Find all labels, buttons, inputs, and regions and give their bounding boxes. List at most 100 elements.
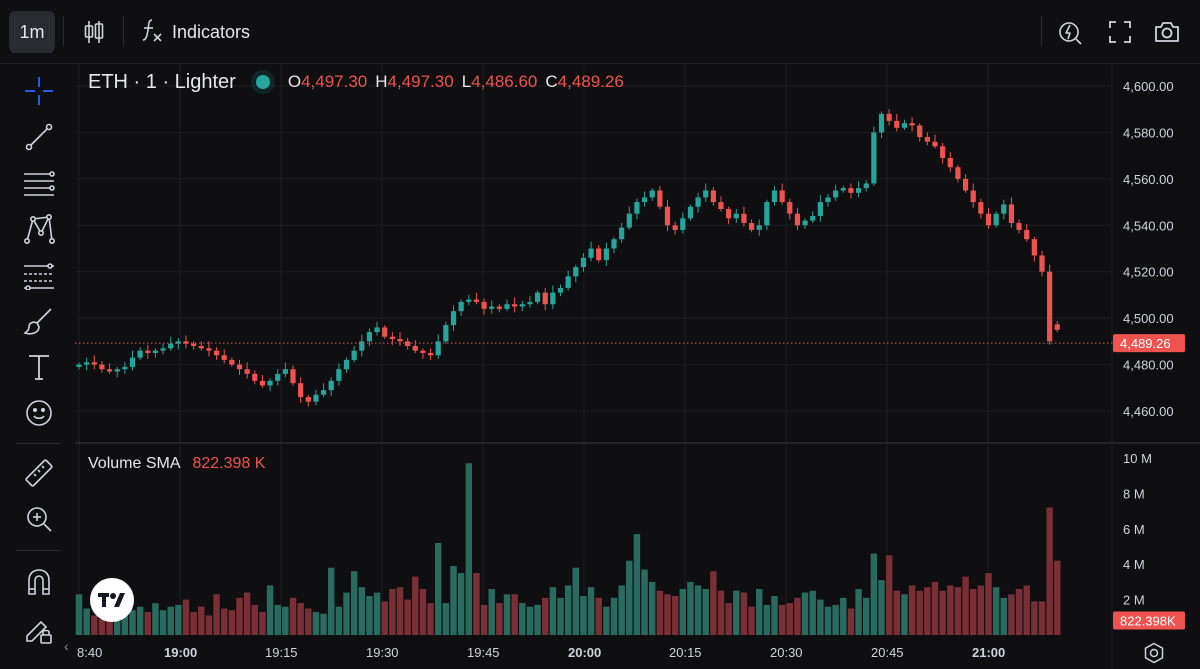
chart-canvas[interactable]: 4,489.26 4,600.00 4,580.00 4,560.00 4,540.00… <box>75 64 1200 669</box>
settings-icon[interactable] <box>1143 642 1165 664</box>
candle-body <box>825 197 831 203</box>
pattern-icon[interactable] <box>19 209 59 249</box>
candle-body <box>374 327 380 333</box>
volume-bar <box>335 606 343 635</box>
candle-body <box>748 222 755 230</box>
smiley-icon[interactable] <box>19 393 59 433</box>
volume-bar <box>236 597 243 635</box>
candle-body <box>198 346 204 349</box>
volume-bar <box>633 534 641 635</box>
volume-bar <box>343 592 350 635</box>
volume-bar <box>312 611 320 635</box>
volume-bar <box>649 581 656 635</box>
candle-body <box>229 359 235 365</box>
candle-body <box>580 257 587 268</box>
tradingview-logo[interactable] <box>90 578 134 622</box>
candle-body <box>680 218 686 230</box>
price-tick-label: 4,560.00 <box>1123 172 1174 187</box>
candles-icon[interactable] <box>76 14 112 50</box>
volume-bar <box>786 603 793 635</box>
volume-bar <box>817 599 824 635</box>
time-tick-label: 19:45 <box>467 645 500 660</box>
candle-body <box>756 225 762 230</box>
candle-body <box>603 248 609 261</box>
volume-bar <box>687 581 694 635</box>
parallel-lines-icon[interactable] <box>19 163 59 203</box>
volume-sma-label[interactable]: Volume SMA <box>88 455 181 472</box>
magnet-icon[interactable] <box>19 562 59 602</box>
candle-body <box>450 311 457 326</box>
brush-icon[interactable] <box>19 301 59 341</box>
volume-bar <box>350 571 358 635</box>
price-tick-label: 4,600.00 <box>1123 79 1174 94</box>
candle-body <box>496 306 502 309</box>
text-icon[interactable] <box>19 347 59 387</box>
candle-body <box>1016 222 1022 230</box>
last-price-label: 4,489.26 <box>1120 336 1171 351</box>
candle-body <box>343 359 350 370</box>
volume-bar <box>748 606 755 635</box>
volume-tick-label: 2 M <box>1123 593 1145 608</box>
volume-bar <box>840 597 847 635</box>
volume-bar <box>511 594 518 635</box>
indicators-button[interactable]: Indicators <box>140 14 250 50</box>
volume-bar <box>954 587 962 635</box>
candle-body <box>741 213 747 223</box>
volume-bar <box>282 606 289 635</box>
camera-icon[interactable] <box>1149 14 1185 50</box>
volume-bar <box>824 606 832 635</box>
candle-body <box>833 190 839 198</box>
volume-bar <box>908 585 916 635</box>
volume-bar <box>91 615 98 635</box>
interval-button[interactable]: 1m <box>9 11 55 53</box>
candle-body <box>1008 204 1015 223</box>
volume-bar <box>733 590 740 635</box>
time-tick-label: 20:15 <box>669 645 702 660</box>
trendline-icon[interactable] <box>19 117 59 157</box>
candle-body <box>328 380 334 391</box>
volume-bar <box>381 601 388 635</box>
volume-bar <box>259 611 266 635</box>
candle-body <box>168 343 174 349</box>
low-key: L <box>461 72 472 91</box>
candle-body <box>252 373 258 381</box>
candle-body <box>886 113 892 121</box>
volume-bar <box>496 603 503 635</box>
candle-body <box>137 350 143 358</box>
low-value: 4,486.60 <box>471 72 538 91</box>
volume-bar <box>694 585 702 635</box>
fib-icon[interactable] <box>19 255 59 295</box>
ruler-icon[interactable] <box>19 453 59 493</box>
time-tick-label: 20:45 <box>871 645 904 660</box>
volume-bar <box>419 588 427 635</box>
price-tick-label: 4,540.00 <box>1123 218 1174 233</box>
volume-bar <box>1015 588 1023 635</box>
volume-bar <box>618 585 625 635</box>
alert-icon[interactable] <box>1053 14 1089 50</box>
lock-pencil-icon[interactable] <box>19 610 59 650</box>
function-icon <box>140 17 164 48</box>
volume-bar <box>947 585 954 635</box>
zoom-in-icon[interactable] <box>19 499 59 539</box>
candle-body <box>145 350 151 353</box>
candle-body <box>855 188 862 193</box>
volume-bar <box>847 608 855 635</box>
volume-bar <box>450 565 457 635</box>
candle-body <box>489 306 495 309</box>
volume-sma-value: 822.398 K <box>192 455 266 472</box>
collapse-chevron-icon[interactable]: ‹ <box>64 638 69 654</box>
volume-bar <box>740 592 748 635</box>
last-price-tag <box>1113 334 1185 353</box>
symbol-label[interactable]: ETH · 1 · Lighter <box>88 70 236 93</box>
chart-area[interactable]: 4,489.26 4,600.00 4,580.00 4,560.00 4,540.00… <box>75 64 1200 669</box>
candle-body <box>1024 229 1030 240</box>
volume-bar <box>404 599 411 635</box>
volume-bar <box>228 610 236 635</box>
crosshair-icon[interactable] <box>19 71 59 111</box>
high-value: 4,497.30 <box>387 72 454 91</box>
candle-body <box>366 332 373 342</box>
volume-bar <box>664 594 671 635</box>
fullscreen-icon[interactable] <box>1102 14 1138 50</box>
volume-bar <box>106 613 113 635</box>
volume-bar <box>305 608 312 635</box>
